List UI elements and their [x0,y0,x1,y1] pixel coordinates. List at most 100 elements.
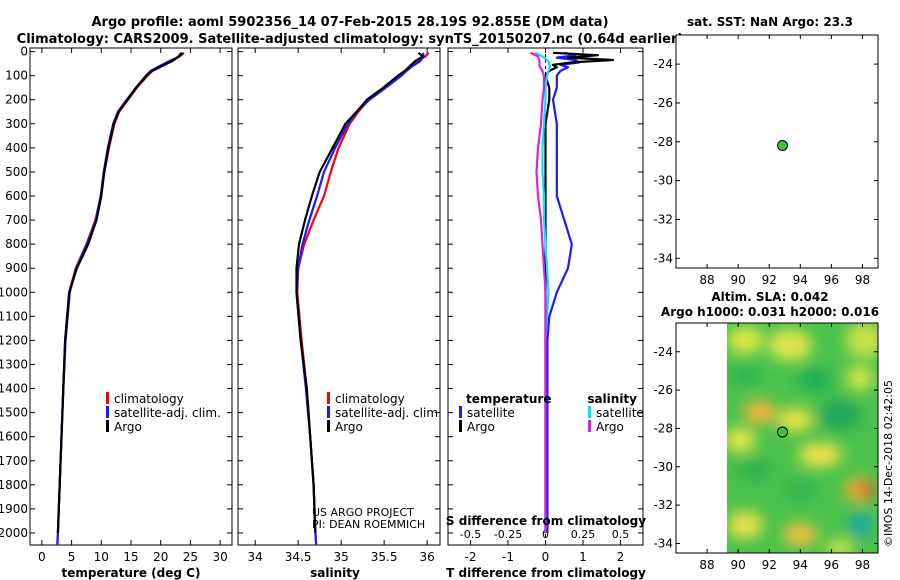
y-tick-label: 100 [5,69,28,83]
x-tick-label: -1 [502,550,514,564]
sla-blob [846,366,874,390]
y-tick-label: 200 [5,93,28,107]
sla-map-title-line2: Argo h1000: 0.031 h2000: 0.016 [661,305,879,319]
y-tick-label: 1700 [0,454,28,468]
sst-map-points [777,139,789,151]
legend-swatch-sal-argo [588,420,591,432]
x-tick-label: -2 [465,550,477,564]
sst-map: sat. SST: NaN Argo: 23.3 88 90 92 94 96 98 -24… [653,15,879,287]
legend-swatch-argo [327,420,330,432]
imos-footer: ©IMOS 14-Dec-2018 02:42:05 [882,380,895,547]
y-tick-label: -30 [653,460,673,474]
x-tick-label: 35.5 [371,550,398,564]
x-tick-label: 0 [542,550,550,564]
sla-blob [826,540,854,553]
x-tick-label: 35 [334,550,349,564]
sla-blob [851,438,878,462]
series-line [295,52,425,546]
x-tick-label: 20 [153,550,168,564]
salinity-legend: climatology satellite-adj. clim. Argo [327,392,442,434]
y-tick-label: 700 [5,213,28,227]
figure-title-line2: Climatology: CARS2009. Satellite-adjuste… [17,32,684,47]
y-tick-label: 1400 [0,382,28,396]
series-line [530,51,547,533]
x-tick-label: 92 [762,273,777,287]
sla-heatmap [727,323,878,553]
y-tick-label: 1900 [0,502,28,516]
sla-blob [782,476,818,504]
sla-map-title-line1: Altim. SLA: 0.042 [711,290,828,304]
x-tick-label: 10 [94,550,109,564]
argo-location-marker [777,139,789,151]
x-tick-label: 96 [824,558,839,572]
sst-map-axes: 88 90 92 94 96 98 -24 -26 -28 -30 -32 -34 [653,35,878,287]
y-tick-label: -34 [653,251,673,265]
y-tick-label: -26 [653,383,673,397]
sla-map-points [777,426,789,438]
sst-map-frame [675,34,879,269]
legend-label-satellite: satellite-adj. clim. [114,406,221,420]
legend-label-sal-argo: Argo [596,420,624,434]
temperature-series [56,51,185,546]
legend-label-argo: Argo [114,420,142,434]
difference-y-ticks [448,51,643,534]
series-line [56,51,185,546]
sla-blob [845,323,878,358]
legend-swatch-temp-argo [459,420,462,432]
y-tick-label: -24 [653,345,673,359]
legend-swatch-temp-satellite [459,406,462,418]
sla-blob [797,368,833,392]
difference-panel: -2 -1 0 1 2 -0.5 -0.25 0 0.25 0.5 T difference f… [446,47,646,580]
y-tick-label: -26 [653,96,673,110]
x-tick-label: 90 [731,558,746,572]
y-tick-label: 900 [5,261,28,275]
difference-legend: temperature satellite Argo salinity sate… [459,392,644,434]
x-tick-label: 96 [824,273,839,287]
temperature-x-axis: 0 5 10 15 20 25 30 [38,48,228,564]
x-tick-label: 2 [617,550,625,564]
salinity-panel: 34 34.5 35 35.5 36 salinity climatology sate… [237,47,442,580]
sla-blob [818,399,862,431]
sla-blob [744,400,776,424]
salinity-panel-frame [237,47,441,546]
sla-blob [768,329,812,361]
x-tick-label: 92 [762,558,777,572]
sla-map-axes: 88 90 92 94 96 98 -24 -26 -28 -30 -32 -34 [653,323,878,572]
s-difference-label: S difference from climatology [446,514,646,528]
legend-heading-salinity: salinity [587,392,637,406]
y-tick-label: 1800 [0,478,28,492]
x-tick-label: 30 [212,550,227,564]
series-line [296,52,430,546]
x-tick-label-top: -0.25 [494,528,522,541]
y-tick-label: 1100 [0,309,28,323]
sla-heatmap-blobs [727,323,878,553]
y-tick-label: 500 [5,165,28,179]
sla-blob [727,428,756,452]
legend-label-temp-argo: Argo [467,420,495,434]
series-line [295,51,424,534]
y-tick-label: -34 [653,536,673,550]
salinity-x-label: salinity [310,566,360,580]
y-tick-label: -28 [653,421,673,435]
project-annotation-line2: PI: DEAN ROEMMICH [312,518,425,531]
legend-label-sal-satellite: satellite [596,406,644,420]
x-tick-label: 98 [855,558,870,572]
legend-swatch-climatology [106,392,109,404]
depth-axis: 0 100 200 300 400 500 600 700 800 900 1000 1100 1200… [0,45,232,540]
y-tick-label: 1000 [0,285,28,299]
sla-blob [798,443,842,467]
difference-series [530,48,615,545]
t-difference-label: T difference from climatology [446,566,646,580]
x-tick-label-top: -0.5 [460,528,481,541]
salinity-difference-axis: -0.5-0.2500.250.5 [460,528,629,541]
y-tick-label: -32 [653,212,673,226]
legend-swatch-climatology [327,392,330,404]
sla-blob [739,458,771,482]
x-tick-label: 88 [699,273,714,287]
x-tick-label: 0 [38,550,46,564]
x-tick-label-top: 0.5 [612,528,630,541]
series-line [546,51,581,533]
x-tick-label: 25 [183,550,198,564]
legend-label-climatology: climatology [335,392,405,406]
